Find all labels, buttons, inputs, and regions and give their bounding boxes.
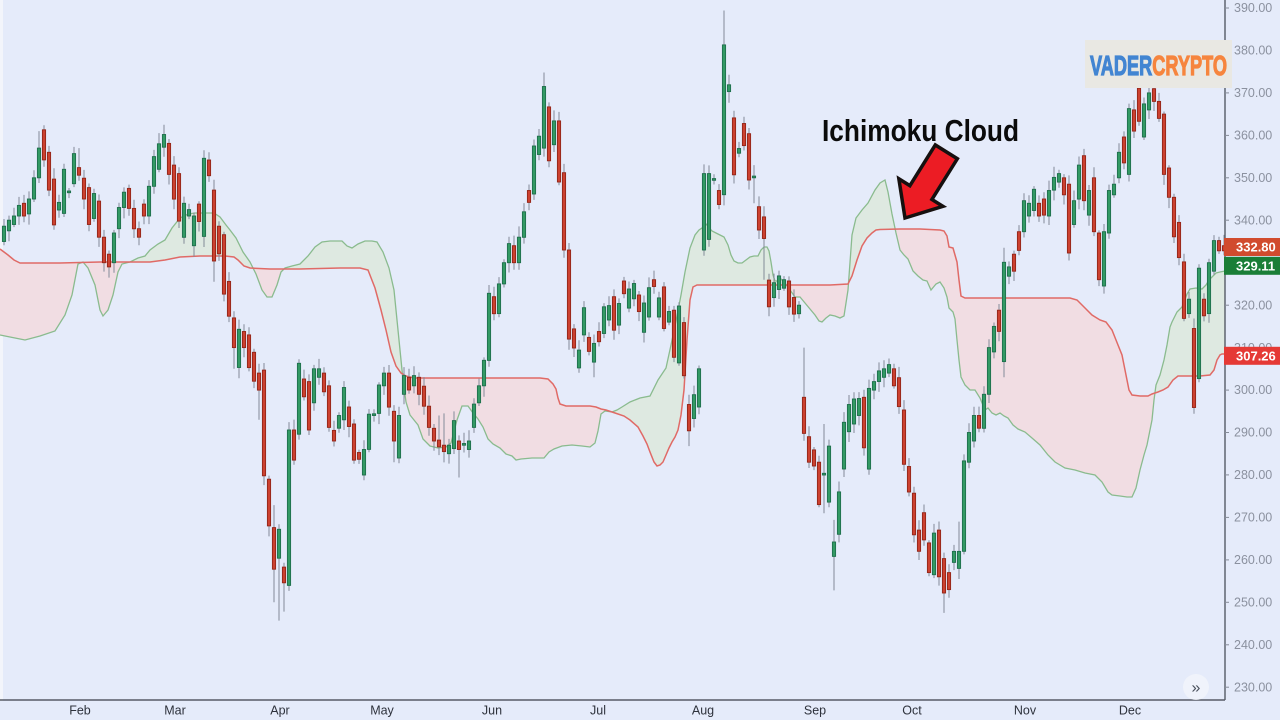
svg-text:332.80: 332.80	[1236, 240, 1276, 255]
svg-text:240.00: 240.00	[1234, 638, 1272, 652]
svg-text:300.00: 300.00	[1234, 383, 1272, 397]
svg-text:»: »	[1192, 680, 1201, 697]
svg-text:290.00: 290.00	[1234, 426, 1272, 440]
svg-text:350.00: 350.00	[1234, 171, 1272, 185]
svg-text:Feb: Feb	[69, 704, 91, 718]
svg-text:Jun: Jun	[482, 704, 502, 718]
svg-text:Mar: Mar	[164, 704, 186, 718]
svg-text:270.00: 270.00	[1234, 511, 1272, 525]
svg-text:307.26: 307.26	[1236, 348, 1276, 363]
svg-text:VADERCRYPTO: VADERCRYPTO	[1090, 50, 1227, 81]
svg-text:250.00: 250.00	[1234, 596, 1272, 610]
svg-text:May: May	[370, 704, 394, 718]
svg-text:340.00: 340.00	[1234, 213, 1272, 227]
svg-text:280.00: 280.00	[1234, 468, 1272, 482]
svg-text:390.00: 390.00	[1234, 1, 1272, 15]
svg-text:Jul: Jul	[590, 704, 606, 718]
svg-text:320.00: 320.00	[1234, 298, 1272, 312]
svg-text:360.00: 360.00	[1234, 129, 1272, 143]
svg-text:Dec: Dec	[1119, 704, 1141, 718]
svg-text:230.00: 230.00	[1234, 680, 1272, 694]
svg-text:329.11: 329.11	[1236, 258, 1275, 273]
svg-text:Apr: Apr	[270, 704, 289, 718]
svg-text:370.00: 370.00	[1234, 86, 1272, 100]
svg-text:Ichimoku Cloud: Ichimoku Cloud	[822, 113, 1019, 148]
svg-text:Sep: Sep	[804, 704, 826, 718]
svg-text:380.00: 380.00	[1234, 44, 1272, 58]
svg-text:260.00: 260.00	[1234, 553, 1272, 567]
svg-text:Oct: Oct	[902, 704, 922, 718]
svg-text:Nov: Nov	[1014, 704, 1037, 718]
svg-text:Aug: Aug	[692, 704, 714, 718]
